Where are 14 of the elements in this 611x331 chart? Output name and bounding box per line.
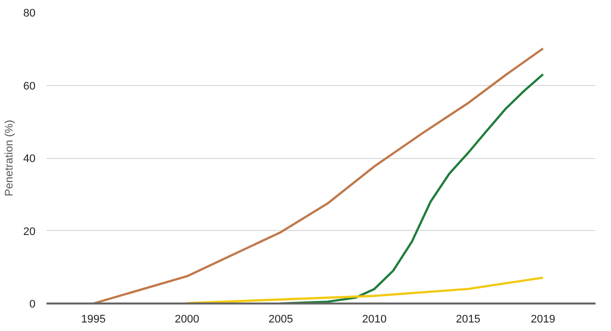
y-axis-title: Penetration (%): [3, 120, 16, 196]
x-tick-label: 2010: [362, 314, 387, 326]
x-tick-label: 2005: [268, 314, 293, 326]
x-tick-label: 2019: [530, 314, 556, 326]
y-tick-label: 0: [29, 298, 36, 310]
line-series: [186, 276, 544, 304]
y-tick-label: 20: [23, 226, 36, 238]
x-tick-label: 2000: [174, 314, 200, 326]
line-series: [92, 47, 544, 304]
x-tick-label: 2015: [456, 314, 480, 326]
y-tick-label: 80: [23, 8, 36, 20]
x-tick-label: 1995: [81, 314, 106, 326]
y-tick-label: 40: [23, 153, 36, 165]
y-tick-label: 60: [23, 80, 36, 92]
